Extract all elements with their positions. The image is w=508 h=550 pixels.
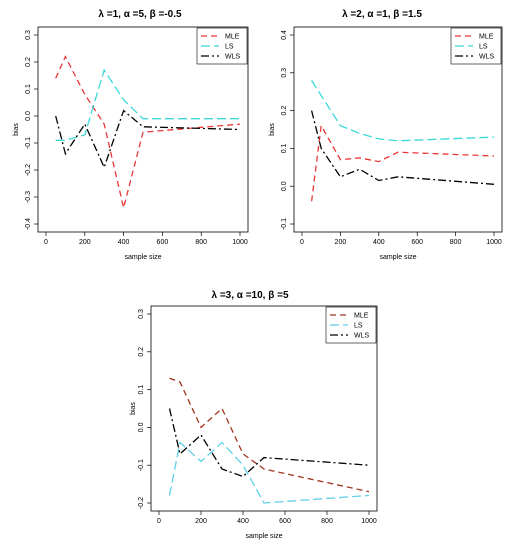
legend-label-wls: WLS [479, 54, 495, 61]
chart-title: λ =2, α =1, β =1.5 [342, 9, 422, 20]
y-tick-label: 0.0 [25, 111, 32, 121]
series-line-wls [168, 408, 370, 478]
legend-label-mle: MLE [225, 34, 240, 41]
x-tick-label: 800 [450, 239, 462, 246]
y-tick-label: 0.2 [281, 106, 288, 116]
chart-panel-2: λ =2, α =1, β =1.5 -0.1 0.0 0.1 0.2 0.3 0.4 0 20… [269, 9, 503, 261]
x-tick-label: 600 [411, 239, 423, 246]
legend-label-ls: LS [479, 44, 488, 51]
chart-title: λ =3, α =10, β =5 [211, 290, 288, 301]
x-tick-label: 200 [79, 239, 91, 246]
x-tick-label: 600 [157, 239, 169, 246]
series-line-mle [169, 377, 370, 493]
y-tick-label: -0.3 [25, 191, 32, 203]
series-line-mle [310, 123, 495, 202]
x-axis-label: sample size [380, 254, 417, 261]
y-tick-label: 0.3 [138, 309, 145, 319]
series-line-ls [55, 68, 240, 141]
legend-label-wls: WLS [225, 54, 241, 61]
x-tick-label: 200 [335, 239, 347, 246]
legend-label-mle: MLE [354, 313, 369, 320]
chart-panel-3: λ =3, α =10, β =5 -0.2 -0.1 0.0 0.1 0.2 0.3 0 20… [130, 290, 378, 540]
y-tick-label: 0.1 [25, 84, 32, 94]
y-tick-label: 0.2 [25, 57, 32, 67]
x-axis-label: sample size [246, 533, 283, 540]
series-line-wls [55, 109, 241, 170]
legend-label-mle: MLE [479, 34, 494, 41]
legend-label-ls: LS [225, 44, 234, 51]
x-tick-label: 800 [321, 518, 333, 525]
y-tick-label: -0.1 [25, 137, 32, 149]
y-tick-label: 0.0 [281, 181, 288, 191]
x-tick-label: 1000 [361, 518, 377, 525]
y-tick-label: -0.1 [281, 218, 288, 230]
x-tick-label: 200 [195, 518, 207, 525]
y-tick-label: -0.1 [138, 459, 145, 471]
y-tick-label: -0.2 [138, 497, 145, 509]
x-tick-label: 400 [373, 239, 385, 246]
y-axis-label: bias [130, 402, 137, 415]
x-axis-label: sample size [125, 254, 162, 261]
legend-label-ls: LS [354, 323, 363, 330]
legend-label-wls: WLS [354, 333, 370, 340]
y-tick-label: 0.4 [281, 30, 288, 40]
y-tick-label: 0.3 [281, 68, 288, 78]
plot-frame [293, 26, 503, 233]
y-tick-label: 0.3 [25, 30, 32, 40]
series-line-ls [168, 441, 370, 504]
y-tick-label: 0.2 [138, 347, 145, 357]
x-tick-label: 0 [300, 239, 304, 246]
x-tick-label: 800 [195, 239, 207, 246]
legend-box [450, 27, 502, 65]
chart-panel-1: λ =1, α =5, β =-0.5 -0.4 -0.3 -0.2 -0.1 0.0 0.… [13, 9, 249, 261]
y-tick-label: 0.0 [138, 422, 145, 432]
plot-frame [37, 26, 249, 233]
x-tick-label: 400 [118, 239, 130, 246]
x-tick-label: 0 [157, 518, 161, 525]
y-tick-label: 0.1 [281, 143, 288, 153]
x-tick-label: 1000 [486, 239, 502, 246]
y-tick-label: -0.4 [25, 218, 32, 230]
plot-frame [150, 305, 378, 512]
series-line-wls [310, 110, 495, 185]
x-tick-label: 1000 [232, 239, 248, 246]
y-tick-label: -0.2 [25, 164, 32, 176]
chart-title: λ =1, α =5, β =-0.5 [98, 9, 182, 20]
x-tick-label: 600 [279, 518, 291, 525]
y-axis-label: bias [269, 123, 276, 136]
y-axis-label: bias [13, 123, 20, 136]
x-tick-label: 0 [44, 239, 48, 246]
x-tick-label: 400 [237, 518, 249, 525]
y-tick-label: 0.1 [138, 385, 145, 395]
series-line-mle [55, 55, 241, 208]
series-line-ls [311, 80, 495, 142]
